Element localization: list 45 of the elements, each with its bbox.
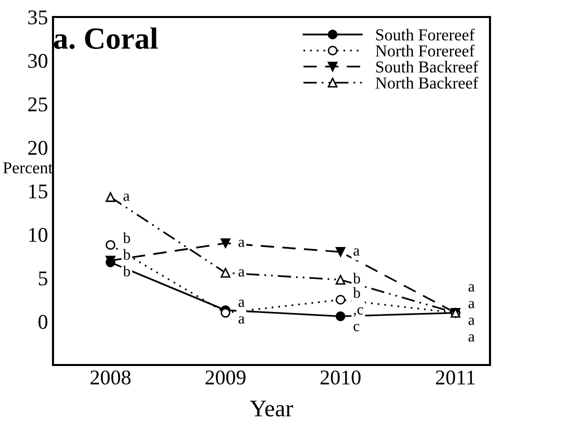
y-tick-label: 20 [28,140,48,155]
point [336,294,346,305]
annotation: b [123,249,130,260]
annotation: a [238,269,245,277]
y-tick-label: 10 [29,228,48,242]
x-tick-label: 2011 [436,370,475,385]
y-tick-label: 25 [28,97,48,112]
legend-label: South Backreef [376,60,478,73]
point [106,240,116,250]
x-tick-label: 2009 [206,370,246,385]
annotation: a [124,194,130,201]
annotation: b [123,232,130,244]
point [336,274,346,285]
chart-title: a. Coral [54,27,158,50]
annotation: a [354,248,360,256]
annotation: a [468,284,475,292]
point [220,268,230,278]
y-tick-label: 30 [28,54,48,68]
y-tick-label: 35 [28,10,48,24]
legend-label: North Backreef [376,76,478,89]
annotation: b [353,287,360,298]
y-axis-title: Percent [3,162,53,174]
point [106,192,116,202]
y-tick-label: 0 [38,314,48,329]
annotation: b [123,266,130,276]
annotation: a [238,316,245,324]
point [220,238,230,248]
x-tick-label: 2010 [320,370,361,385]
point [336,247,346,257]
annotation: ,c [354,307,364,317]
annotation: a [468,300,475,308]
annotation: a [238,300,245,307]
annotation: a [468,318,475,325]
legend-label: North Forereef [376,44,475,57]
legend-label: South Forereef [376,28,475,40]
x-axis-title: Year [250,400,294,416]
y-tick-label: 5 [38,272,48,286]
y-tick-label: 15 [29,184,48,198]
annotation: c [354,324,360,332]
annotation: a [238,240,245,248]
point [336,311,346,322]
annotation: b [353,272,360,284]
point [220,308,230,318]
x-tick-label: 2008 [90,370,131,385]
annotation: a [468,334,475,342]
